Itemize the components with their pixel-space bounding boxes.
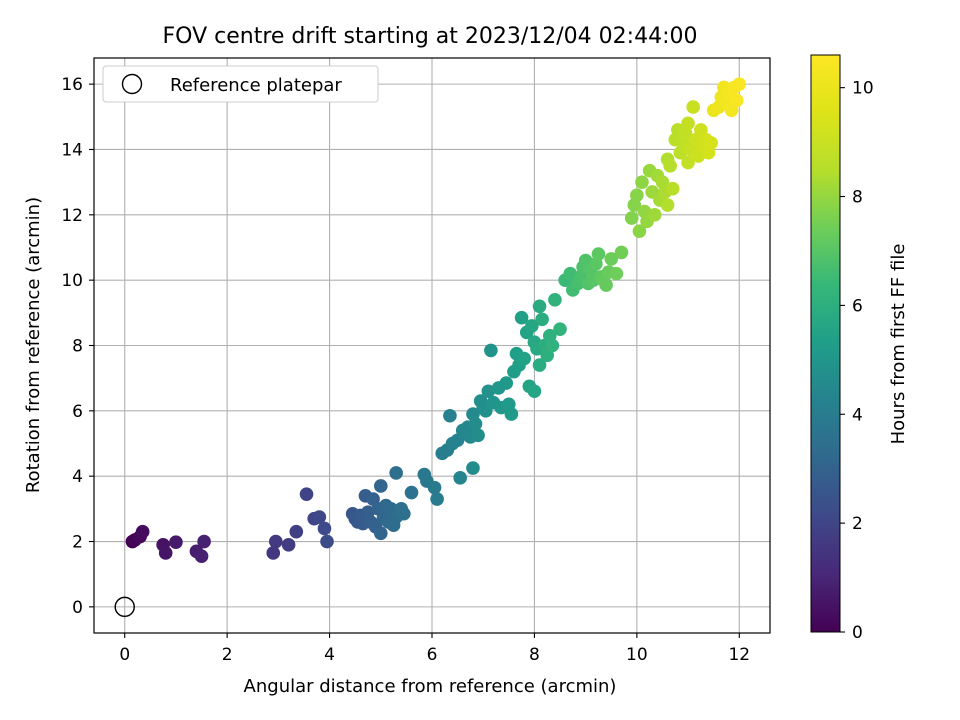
legend-marker-icon — [121, 73, 143, 95]
colorbar: 0 2 4 6 8 10 Hours from first FF file — [810, 54, 909, 643]
data-point — [532, 299, 547, 314]
data-point — [553, 322, 567, 336]
data-point — [647, 208, 662, 222]
data-point — [194, 549, 209, 564]
data-point — [484, 343, 498, 358]
data-point — [609, 266, 624, 281]
data-point — [197, 534, 211, 549]
data-point — [373, 479, 388, 493]
data-point — [266, 546, 281, 560]
data-point — [269, 534, 283, 549]
data-point — [299, 487, 314, 501]
data-point — [660, 198, 675, 212]
y-axis-ticks: 0 2 4 6 8 10 12 14 16 — [61, 75, 94, 618]
reference-platepar-point — [114, 596, 135, 618]
colorbar-tick-label: 2 — [852, 514, 863, 534]
y-tick-label: 10 — [61, 271, 83, 291]
x-tick-label: 0 — [119, 645, 130, 665]
y-axis-label: Rotation from reference (arcmin) — [23, 197, 44, 493]
data-point — [504, 407, 519, 421]
legend: Reference platepar — [102, 65, 379, 103]
y-tick-label: 6 — [72, 402, 83, 422]
data-point — [158, 546, 173, 560]
chart-title: FOV centre drift starting at 2023/12/04 … — [163, 24, 698, 49]
x-tick-label: 4 — [324, 645, 335, 665]
data-point — [599, 278, 613, 292]
reference-marker — [114, 596, 135, 618]
data-point — [525, 319, 539, 333]
data-point — [430, 492, 444, 506]
data-point — [471, 428, 485, 443]
data-point — [443, 408, 457, 423]
x-tick-label: 6 — [427, 645, 438, 665]
data-point — [681, 155, 695, 170]
data-point — [635, 175, 649, 189]
data-point — [514, 310, 529, 325]
data-point — [466, 461, 480, 475]
y-tick-label: 4 — [72, 467, 83, 487]
colorbar-ticks: 0 2 4 6 8 10 — [840, 79, 874, 643]
colorbar-tick-label: 8 — [852, 188, 863, 208]
colorbar-tick-label: 4 — [852, 405, 863, 425]
data-point — [312, 510, 327, 524]
data-point — [591, 247, 606, 261]
y-tick-label: 14 — [61, 140, 83, 160]
colorbar-tick-label: 10 — [852, 79, 874, 99]
data-point — [614, 245, 629, 260]
y-tick-label: 16 — [61, 75, 83, 95]
y-tick-label: 2 — [72, 533, 83, 553]
data-point — [630, 188, 644, 203]
x-axis-ticks: 0 2 4 6 8 10 12 — [119, 633, 750, 665]
x-axis-label: Angular distance from reference (arcmin) — [244, 676, 617, 697]
data-point — [532, 358, 547, 372]
data-point — [373, 526, 388, 541]
data-point — [389, 466, 403, 480]
data-point — [317, 521, 332, 536]
data-point — [320, 534, 334, 549]
data-point — [704, 136, 718, 150]
data-point — [481, 384, 496, 399]
colorbar-label: Hours from first FF file — [888, 244, 909, 445]
data-point — [545, 338, 560, 353]
y-tick-label: 8 — [72, 337, 83, 357]
data-points — [125, 77, 747, 564]
colorbar-gradient — [810, 54, 841, 633]
data-point — [453, 471, 467, 485]
y-tick-label: 0 — [72, 598, 83, 618]
data-point — [527, 384, 542, 399]
colorbar-tick-label: 6 — [852, 296, 863, 316]
data-point — [632, 224, 647, 238]
x-tick-label: 8 — [529, 645, 540, 665]
y-tick-label: 12 — [61, 206, 83, 226]
data-point — [535, 312, 549, 327]
data-point — [729, 93, 744, 108]
colorbar-tick-label: 0 — [852, 623, 863, 643]
data-point — [604, 252, 619, 266]
data-point — [427, 480, 442, 495]
data-point — [548, 292, 562, 307]
data-point — [281, 537, 296, 552]
x-tick-label: 12 — [728, 645, 750, 665]
data-point — [732, 77, 747, 91]
data-point — [681, 116, 695, 131]
data-point — [563, 266, 578, 281]
data-point — [517, 351, 531, 366]
legend-entry: Reference platepar — [170, 75, 342, 96]
data-point — [624, 211, 639, 225]
legend-box — [102, 65, 379, 103]
data-point — [665, 181, 680, 196]
x-tick-label: 10 — [626, 645, 648, 665]
data-point — [289, 524, 304, 539]
data-point — [397, 506, 411, 521]
data-point — [468, 417, 483, 431]
data-point — [169, 535, 183, 549]
data-point — [663, 159, 677, 173]
data-point — [686, 100, 700, 114]
data-point — [499, 376, 514, 390]
x-tick-label: 2 — [222, 645, 233, 665]
data-point — [404, 485, 419, 500]
data-point — [135, 524, 150, 539]
